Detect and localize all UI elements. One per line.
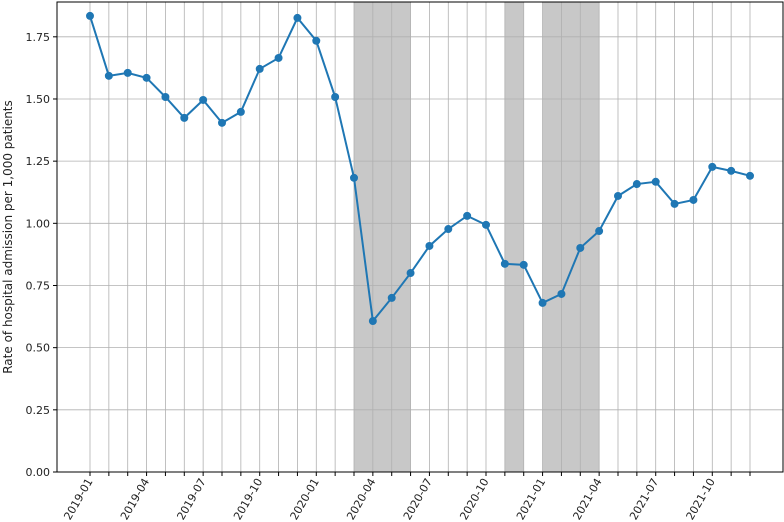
- data-point: [670, 199, 679, 208]
- y-tick-label: 0.50: [26, 342, 51, 355]
- data-point: [463, 211, 472, 220]
- data-point: [595, 227, 604, 236]
- y-tick-label: 1.25: [26, 155, 51, 168]
- x-tick-label: 2021-10: [684, 476, 718, 522]
- data-point: [368, 317, 377, 326]
- y-tick-label: 0.00: [26, 466, 51, 479]
- shaded-period: [542, 2, 600, 472]
- data-point: [255, 64, 264, 73]
- y-axis-label: Rate of hospital admission per 1,000 pat…: [1, 100, 15, 374]
- data-point: [614, 191, 622, 200]
- data-point: [350, 173, 358, 182]
- x-tick-label: 2021-07: [627, 476, 661, 522]
- shaded-period: [504, 2, 524, 472]
- data-line: [89, 15, 751, 324]
- data-point: [387, 293, 396, 302]
- data-point: [312, 36, 321, 45]
- data-point: [519, 260, 528, 269]
- x-tick-label: 2019-01: [61, 476, 95, 522]
- data-point: [199, 95, 208, 104]
- data-point: [142, 73, 151, 82]
- shaded-period: [354, 2, 411, 472]
- data-point: [293, 13, 302, 22]
- data-point: [632, 180, 641, 189]
- data-point: [482, 220, 490, 229]
- data-point: [218, 118, 226, 127]
- data-point: [406, 269, 415, 278]
- x-tick-label: 2020-07: [401, 476, 435, 522]
- x-tick-label: 2020-04: [344, 476, 378, 522]
- data-point: [86, 11, 94, 20]
- y-tick-label: 0.75: [26, 279, 51, 292]
- data-point: [123, 68, 132, 77]
- data-point: [425, 241, 434, 250]
- data-point: [727, 166, 736, 175]
- y-tick-label: 1.75: [26, 31, 51, 44]
- x-tick-label: 2019-10: [231, 476, 265, 522]
- data-point: [180, 113, 189, 122]
- x-tick-label: 2019-04: [118, 476, 152, 522]
- y-tick-label: 1.00: [26, 217, 51, 230]
- data-point: [236, 107, 245, 116]
- x-tick-label: 2020-01: [288, 476, 322, 522]
- data-point: [161, 92, 170, 101]
- data-point: [708, 162, 717, 171]
- data-point: [538, 298, 547, 307]
- y-tick-label: 1.50: [26, 93, 51, 106]
- y-tick-label: 0.25: [26, 404, 51, 417]
- data-point: [651, 177, 660, 186]
- data-point: [104, 71, 113, 80]
- data-point: [557, 289, 566, 298]
- data-point: [331, 92, 340, 101]
- x-tick-label: 2021-01: [514, 476, 548, 522]
- data-point: [689, 195, 698, 204]
- data-point: [274, 53, 283, 62]
- x-tick-label: 2021-04: [570, 476, 604, 522]
- x-tick-label: 2019-07: [174, 476, 208, 522]
- plot-frame: [56, 1, 784, 473]
- data-point: [500, 259, 509, 268]
- data-point: [746, 171, 754, 180]
- data-point: [444, 225, 453, 234]
- x-tick-label: 2020-10: [457, 476, 491, 522]
- data-point: [576, 243, 585, 252]
